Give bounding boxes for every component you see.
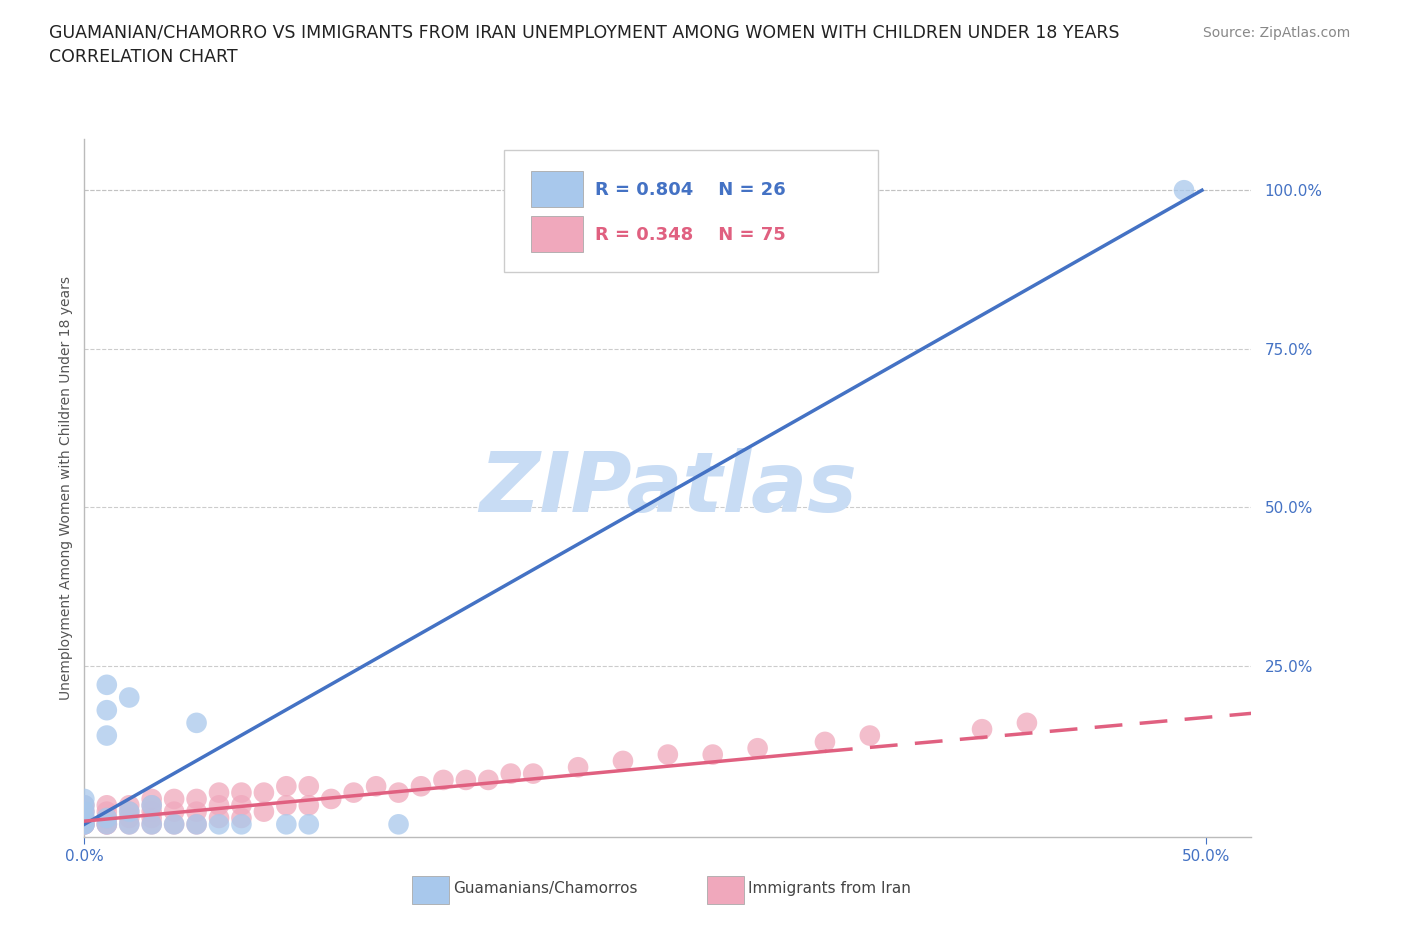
Point (231, 798, 253, 813)
Point (409, 778, 432, 793)
Point (1173, 183, 1195, 198)
Point (73, 811, 96, 826)
Point (298, 778, 321, 793)
Point (118, 690, 141, 705)
Point (141, 817, 163, 831)
Point (73, 817, 96, 831)
Point (1015, 715, 1038, 730)
Point (141, 804, 163, 819)
Point (118, 804, 141, 819)
Point (522, 766, 544, 781)
Point (859, 728, 882, 743)
Point (387, 785, 409, 800)
Point (186, 817, 208, 831)
Point (499, 766, 522, 781)
Point (118, 798, 141, 813)
Point (96, 798, 118, 813)
Point (276, 778, 298, 793)
Point (96, 817, 118, 831)
Text: GUAMANIAN/CHAMORRO VS IMMIGRANTS FROM IRAN UNEMPLOYMENT AMONG WOMEN WITH CHILDRE: GUAMANIAN/CHAMORRO VS IMMIGRANTS FROM IR… (49, 23, 1119, 41)
Point (73, 798, 96, 813)
Point (208, 798, 231, 813)
Point (366, 778, 388, 793)
Point (141, 798, 163, 813)
Point (321, 791, 343, 806)
Point (253, 804, 276, 819)
Point (747, 741, 769, 756)
Point (73, 817, 96, 831)
Point (96, 728, 118, 743)
Point (612, 753, 634, 768)
Point (73, 798, 96, 813)
Point (141, 798, 163, 813)
Point (567, 760, 589, 775)
Point (141, 817, 163, 831)
Point (96, 677, 118, 692)
Point (208, 811, 231, 826)
Point (970, 722, 993, 737)
Point (814, 735, 837, 750)
Point (163, 817, 186, 831)
Point (186, 804, 208, 819)
Point (73, 817, 96, 831)
Point (276, 798, 298, 813)
Point (73, 804, 96, 819)
Point (186, 715, 208, 730)
Point (186, 791, 208, 806)
Point (118, 804, 141, 819)
Point (96, 811, 118, 826)
Point (454, 773, 477, 788)
Point (73, 811, 96, 826)
FancyBboxPatch shape (531, 171, 582, 207)
Point (253, 785, 276, 800)
Point (208, 817, 231, 831)
Text: ZIPatlas: ZIPatlas (479, 447, 856, 529)
FancyBboxPatch shape (531, 217, 582, 253)
Point (702, 747, 724, 762)
Point (118, 817, 141, 831)
Point (141, 811, 163, 826)
Point (163, 791, 186, 806)
Text: CORRELATION CHART: CORRELATION CHART (49, 48, 238, 66)
Point (73, 791, 96, 806)
Point (231, 817, 253, 831)
Point (73, 804, 96, 819)
Point (231, 785, 253, 800)
Point (73, 817, 96, 831)
Point (231, 811, 253, 826)
Point (96, 817, 118, 831)
Point (387, 817, 409, 831)
Text: Immigrants from Iran: Immigrants from Iran (748, 881, 911, 896)
Point (163, 817, 186, 831)
Point (118, 817, 141, 831)
Text: Source: ZipAtlas.com: Source: ZipAtlas.com (1202, 26, 1350, 40)
Point (657, 747, 679, 762)
Point (73, 817, 96, 831)
Text: R = 0.348    N = 75: R = 0.348 N = 75 (596, 226, 786, 244)
Point (186, 817, 208, 831)
Y-axis label: Unemployment Among Women with Children Under 18 years: Unemployment Among Women with Children U… (59, 276, 73, 700)
Point (298, 817, 321, 831)
Point (432, 773, 454, 788)
Point (96, 703, 118, 718)
Point (343, 785, 366, 800)
Point (208, 785, 231, 800)
Point (118, 811, 141, 826)
Point (276, 817, 298, 831)
Point (298, 798, 321, 813)
FancyBboxPatch shape (505, 150, 877, 272)
Point (141, 791, 163, 806)
Point (96, 811, 118, 826)
Text: R = 0.804    N = 26: R = 0.804 N = 26 (596, 180, 786, 199)
Point (477, 773, 499, 788)
Point (814, 227, 837, 242)
Point (96, 817, 118, 831)
Text: Guamanians/Chamorros: Guamanians/Chamorros (453, 881, 637, 896)
Point (163, 804, 186, 819)
Point (96, 804, 118, 819)
